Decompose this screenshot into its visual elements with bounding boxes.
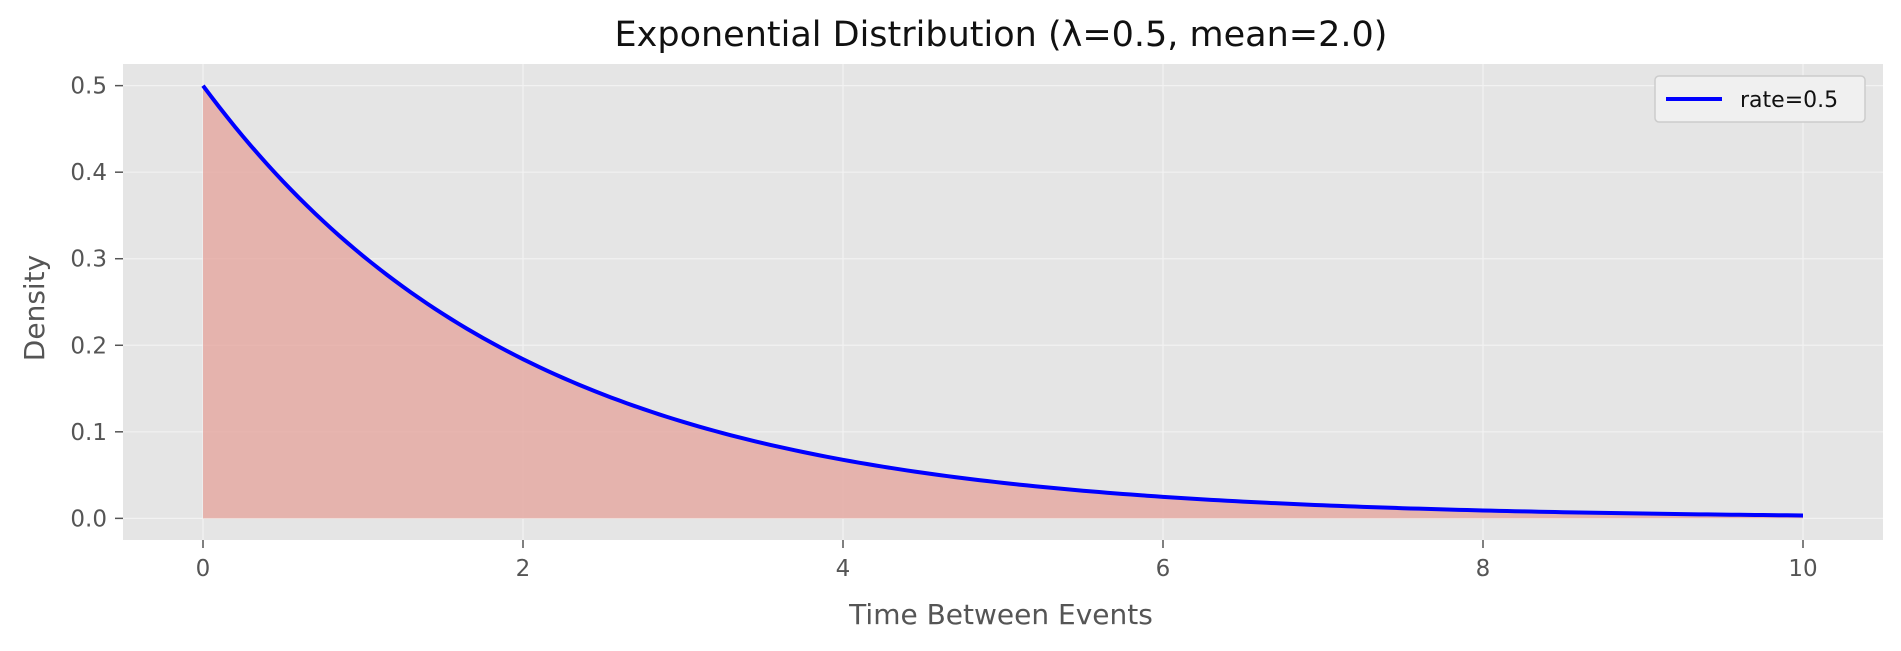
y-tick-label: 0.0 [70,506,107,532]
x-tick-label: 10 [1788,556,1817,582]
y-tick-label: 0.5 [70,74,107,100]
chart-title: Exponential Distribution (λ=0.5, mean=2.… [615,15,1388,55]
series-area-fill [203,85,1803,519]
x-tick-label: 8 [1476,556,1491,582]
y-tick-label: 0.1 [70,420,107,446]
y-axis: 0.0 0.1 0.2 0.3 0.4 0.5 [70,74,123,532]
y-tick-label: 0.2 [70,333,107,359]
legend: rate=0.5 [1654,75,1866,123]
legend-label: rate=0.5 [1740,88,1838,113]
x-tick-label: 2 [516,556,531,582]
x-tick-label: 4 [836,556,851,582]
legend-box [1654,75,1866,123]
x-tick-label: 6 [1156,556,1171,582]
series-line [201,84,1804,518]
y-tick-label: 0.3 [70,247,107,273]
x-axis-label: Time Between Events [848,598,1153,631]
data-marks [201,84,1804,519]
x-tick-label: 0 [196,556,211,582]
x-axis: 0 2 4 6 8 10 [196,540,1818,582]
y-axis-label: Density [18,255,51,361]
y-tick-label: 0.4 [70,160,107,186]
